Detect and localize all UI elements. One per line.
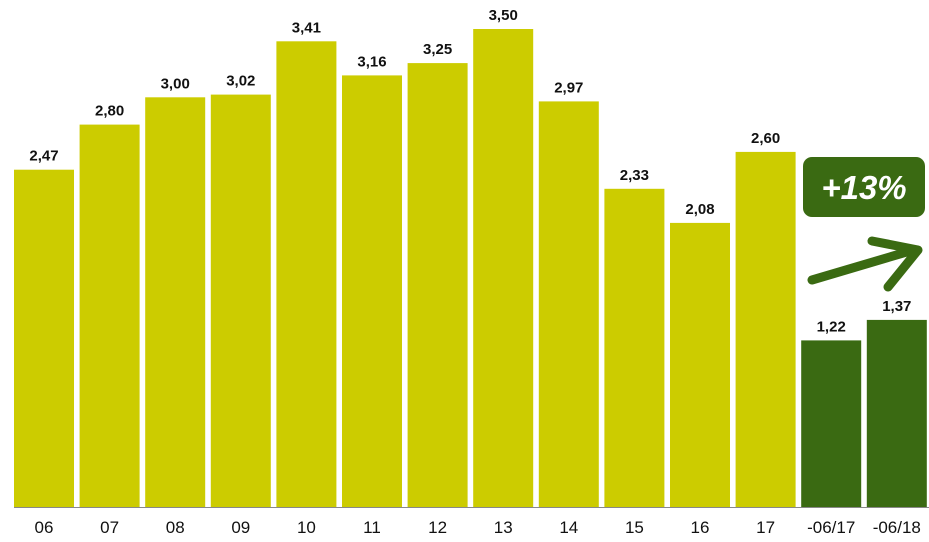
data-label-10: 3,41	[292, 19, 321, 36]
data-label-09: 3,02	[226, 73, 255, 90]
bars-group	[14, 29, 927, 508]
bar-14	[538, 101, 599, 508]
bar-11	[342, 75, 402, 508]
growth-badge: +13%	[803, 157, 925, 217]
bar-13	[473, 29, 534, 507]
bar-17	[735, 151, 796, 507]
bar-10	[276, 41, 337, 508]
growth-badge-text: +13%	[821, 169, 906, 206]
bar-06	[14, 169, 74, 507]
bar-09	[210, 94, 271, 507]
data-label-07: 2,80	[95, 103, 124, 120]
bar-12	[407, 63, 468, 507]
data-label-17: 2,60	[751, 130, 780, 147]
bar-07	[79, 124, 140, 507]
data-label-12: 3,25	[423, 41, 452, 58]
x-tick-label-06: 06	[35, 518, 54, 537]
data-label-11: 3,16	[357, 53, 386, 70]
x-tick-label-09: 09	[231, 518, 250, 537]
x-tick-label-11: 11	[363, 518, 381, 537]
data-label-13: 3,50	[489, 7, 518, 24]
data-label-06: 2,47	[29, 148, 58, 165]
data-label-08: 3,00	[161, 75, 190, 92]
bar-16	[670, 222, 730, 507]
x-tick-label-14: 14	[559, 518, 578, 537]
growth-badge-box	[803, 157, 925, 217]
x-tick-label--06/17: -06/17	[807, 518, 855, 537]
bar--06/17	[801, 340, 862, 507]
x-tick-label-13: 13	[494, 518, 513, 537]
x-tick-label-07: 07	[100, 518, 119, 537]
arrow-up-right-icon	[807, 236, 923, 292]
x-tick-label-16: 16	[691, 518, 710, 537]
x-tick-label-08: 08	[166, 518, 185, 537]
x-tick-labels-group: 06 07 08 09 10 11 12 13 14 15 16 17 -06/17 -06/18	[35, 518, 921, 537]
x-tick-label-17: 17	[756, 518, 775, 537]
data-label-16: 2,08	[685, 201, 714, 218]
x-tick-label-10: 10	[297, 518, 316, 537]
x-tick-label--06/18: -06/18	[873, 518, 921, 537]
x-tick-label-12: 12	[428, 518, 447, 537]
bar--06/18	[866, 319, 927, 507]
x-tick-label-15: 15	[625, 518, 644, 537]
data-label--06/17: 1,22	[817, 318, 846, 335]
data-label--06/18: 1,37	[882, 298, 911, 315]
data-label-15: 2,33	[620, 167, 649, 184]
bar-08	[145, 97, 206, 508]
bar-15	[604, 188, 665, 508]
value-labels-group: 2,47 2,80 3,00 3,02 3,41 3,16 3,25 3,50 2,97 2,33…	[29, 7, 911, 335]
data-label-14: 2,97	[554, 79, 583, 96]
